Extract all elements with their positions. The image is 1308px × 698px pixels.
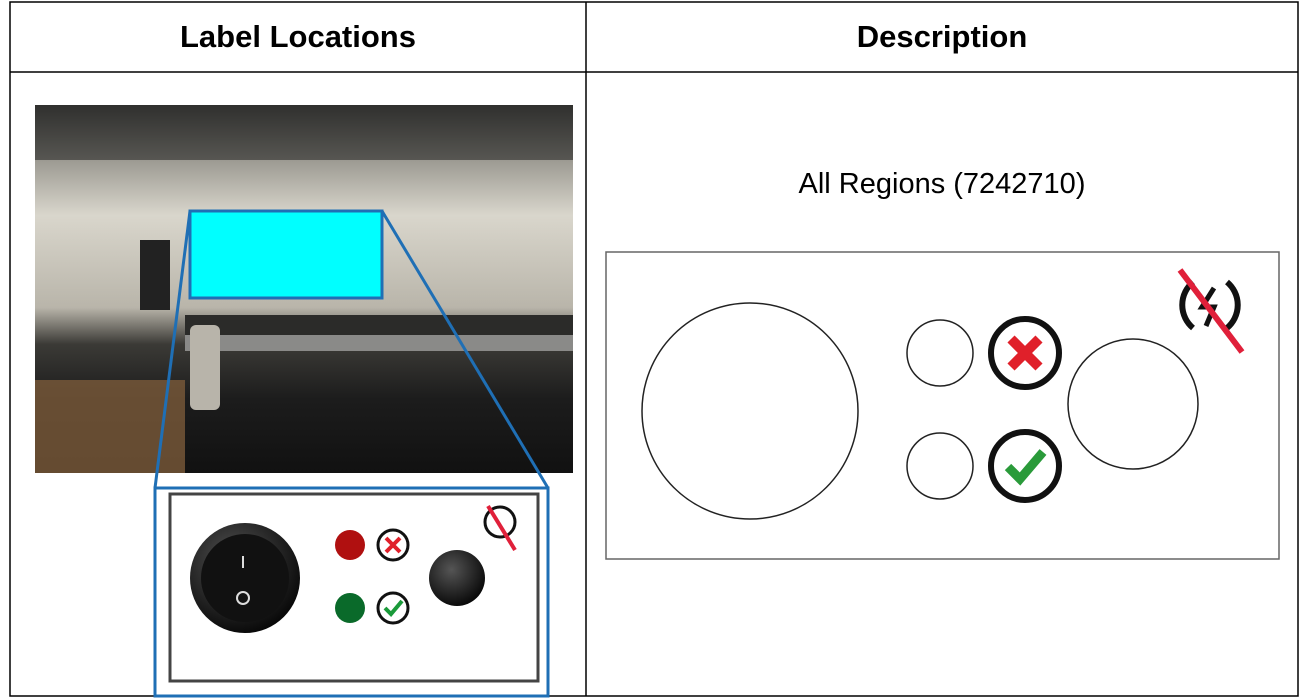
table-grid (9, 1, 1299, 697)
description-text: All Regions (7242710) (798, 168, 1086, 200)
callout-lines (153, 210, 550, 698)
column-header: Description (856, 19, 1028, 54)
label-photo (168, 492, 540, 683)
photo (35, 105, 573, 473)
column-header: Label Locations (180, 19, 416, 54)
label-drawing (605, 251, 1280, 560)
